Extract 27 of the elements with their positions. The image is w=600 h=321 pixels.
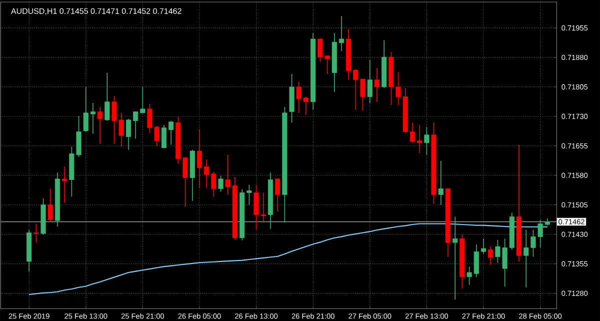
candlestick: [417, 124, 422, 154]
candlestick: [338, 16, 344, 52]
candlestick: [374, 68, 380, 102]
candlestick: [90, 102, 96, 134]
candlestick: [104, 72, 110, 122]
candlestick: [161, 124, 167, 149]
candlestick: [438, 160, 444, 206]
candlestick: [488, 246, 494, 266]
text: AUDUSD,H1 0.71455 0.71471 0.71452 0.71462: [10, 8, 182, 15]
candlestick: [218, 175, 224, 192]
candlestick: [62, 166, 68, 204]
candlestick: [452, 216, 458, 300]
candlestick: [34, 223, 39, 243]
candlestick: [83, 86, 88, 132]
candlestick: [296, 81, 302, 114]
candlestick: [225, 154, 230, 196]
candlestick: [410, 122, 416, 144]
candlestick: [98, 106, 103, 144]
candlestick: [168, 120, 174, 146]
candlestick: [303, 96, 309, 116]
candlestick: [480, 238, 486, 254]
candlestick: [126, 118, 132, 150]
candlestick: [196, 129, 202, 188]
candlestick: [424, 126, 430, 156]
candlestick: [48, 188, 53, 222]
candlestick: [367, 59, 372, 104]
candlestick: [275, 178, 280, 212]
